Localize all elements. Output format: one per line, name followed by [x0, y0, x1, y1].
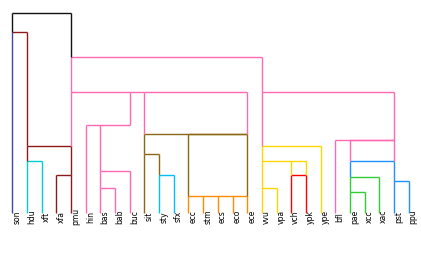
Text: buc: buc: [130, 210, 139, 224]
Text: pst: pst: [394, 211, 403, 223]
Text: xcc: xcc: [365, 211, 373, 223]
Text: bfl: bfl: [335, 212, 344, 222]
Text: stm: stm: [203, 210, 212, 224]
Text: ecs: ecs: [218, 210, 227, 223]
Text: eco: eco: [232, 210, 242, 224]
Text: vpa: vpa: [277, 210, 285, 224]
Text: sfx: sfx: [174, 211, 183, 222]
Text: hin: hin: [86, 211, 95, 223]
Text: vvu: vvu: [262, 210, 271, 224]
Text: bas: bas: [101, 210, 109, 224]
Text: sty: sty: [159, 211, 168, 222]
Text: pmu: pmu: [71, 208, 80, 225]
Text: ecc: ecc: [189, 210, 197, 223]
Text: xfa: xfa: [56, 211, 65, 223]
Text: vch: vch: [291, 210, 300, 224]
Text: ppu: ppu: [408, 210, 418, 224]
Text: xft: xft: [42, 212, 51, 222]
Text: pae: pae: [350, 210, 359, 224]
Text: ypk: ypk: [306, 210, 315, 224]
Text: hdu: hdu: [27, 210, 36, 224]
Text: ype: ype: [320, 210, 330, 224]
Text: xac: xac: [379, 210, 388, 224]
Text: sit: sit: [144, 212, 154, 221]
Text: ece: ece: [247, 210, 256, 224]
Text: bab: bab: [115, 210, 124, 224]
Text: son: son: [13, 210, 21, 224]
